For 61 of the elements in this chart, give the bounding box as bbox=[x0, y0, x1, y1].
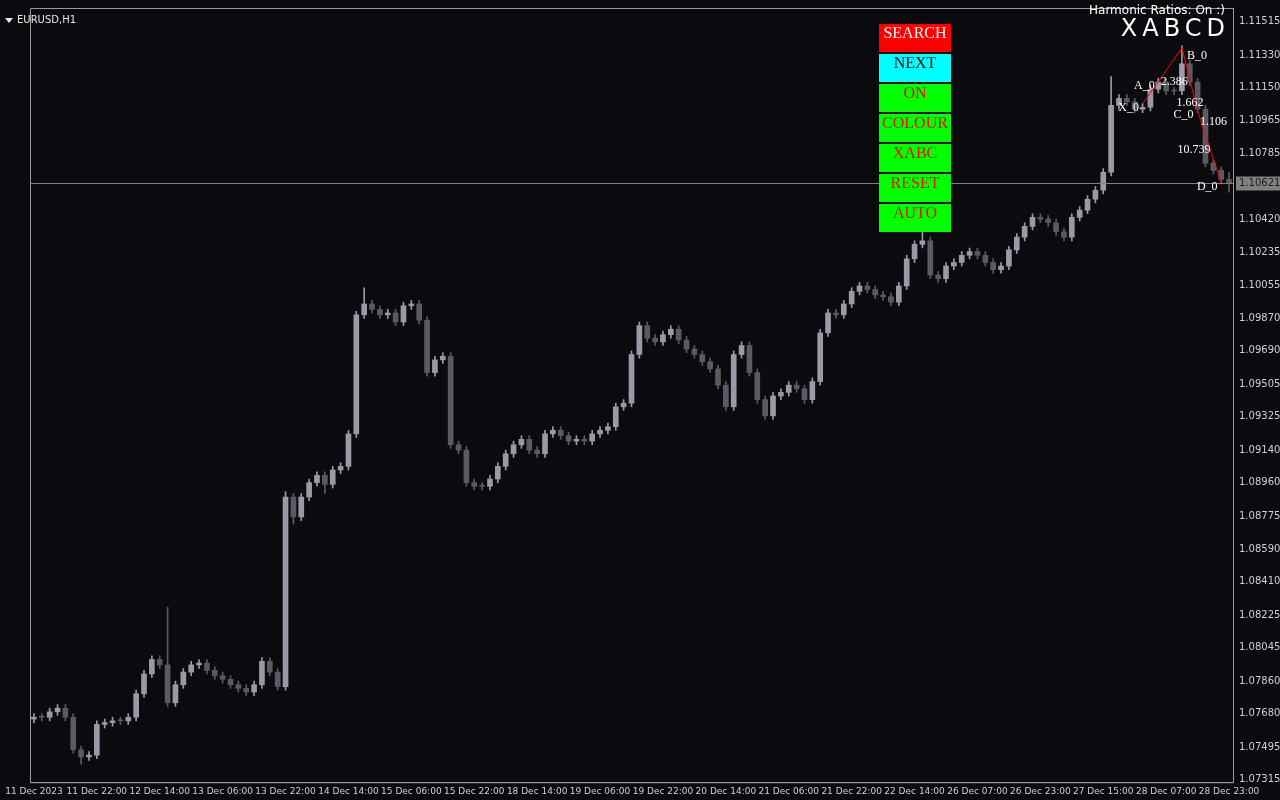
x-tick-label: 11 Dec 2023 bbox=[5, 785, 63, 796]
y-tick-label: 1.10785 bbox=[1239, 146, 1280, 158]
button[interactable]: RESET bbox=[879, 174, 951, 202]
x-tick-label: 28 Dec 23:00 bbox=[1198, 785, 1260, 796]
x-tick-label: 12 Dec 14:00 bbox=[129, 785, 191, 796]
x-tick-label: 26 Dec 07:00 bbox=[947, 785, 1008, 796]
annotation: 10.739 bbox=[1177, 141, 1211, 156]
x-tick-label: 18 Dec 14:00 bbox=[506, 785, 568, 796]
y-tick-label: 1.07680 bbox=[1239, 707, 1280, 719]
y-tick-label: 1.11330 bbox=[1239, 48, 1280, 60]
x-tick-label: 22 Dec 14:00 bbox=[884, 785, 946, 796]
button[interactable]: ON bbox=[879, 84, 951, 112]
y-tick-label: 1.10420 bbox=[1239, 212, 1280, 224]
button[interactable]: AUTO bbox=[879, 204, 951, 232]
y-tick-label: 1.09690 bbox=[1239, 344, 1280, 356]
ref-line-label: 1.10621 bbox=[1239, 177, 1280, 189]
y-tick-label: 1.08590 bbox=[1239, 542, 1280, 554]
annotation: A_0 bbox=[1133, 78, 1155, 93]
y-tick-label: 1.08775 bbox=[1239, 509, 1280, 521]
y-tick-label: 1.08960 bbox=[1239, 476, 1280, 488]
candlestick bbox=[38, 713, 45, 722]
x-tick-label: 15 Dec 22:00 bbox=[443, 785, 505, 796]
annotation: 1.106 bbox=[1200, 113, 1228, 128]
x-tick-label: 26 Dec 23:00 bbox=[1010, 785, 1071, 796]
annotation: XABCD bbox=[1120, 14, 1230, 43]
y-tick-label: 1.07495 bbox=[1239, 740, 1280, 752]
x-tick-label: 13 Dec 06:00 bbox=[192, 785, 254, 796]
x-tick-label: 14 Dec 14:00 bbox=[318, 785, 379, 796]
button[interactable]: COLOUR bbox=[879, 114, 951, 142]
y-tick-label: 1.09325 bbox=[1239, 410, 1280, 422]
y-tick-label: 1.10055 bbox=[1239, 278, 1280, 290]
x-tick-label: 21 Dec 06:00 bbox=[758, 785, 820, 796]
annotation: D_0 bbox=[1196, 179, 1218, 194]
x-tick-label: 19 Dec 22:00 bbox=[632, 785, 694, 796]
button[interactable]: XABC bbox=[879, 144, 951, 172]
button[interactable]: NEXT bbox=[879, 54, 951, 82]
y-tick-label: 1.09140 bbox=[1239, 443, 1280, 455]
y-tick-label: 1.10235 bbox=[1239, 246, 1280, 258]
y-tick-label: 1.08225 bbox=[1239, 608, 1280, 620]
x-tick-label: 21 Dec 22:00 bbox=[821, 785, 883, 796]
x-tick-label: 15 Dec 06:00 bbox=[381, 785, 442, 796]
y-tick-label: 1.08410 bbox=[1239, 575, 1280, 587]
x-tick-label: 20 Dec 14:00 bbox=[695, 785, 757, 796]
y-tick-label: 1.09870 bbox=[1239, 312, 1280, 323]
y-tick-label: 1.11515 bbox=[1239, 15, 1280, 27]
y-tick-label: 1.10965 bbox=[1239, 114, 1280, 126]
x-tick-label: 28 Dec 07:00 bbox=[1135, 785, 1197, 796]
x-tick-label: 27 Dec 15:00 bbox=[1073, 785, 1134, 796]
x-tick-label: 19 Dec 06:00 bbox=[569, 785, 631, 796]
x-tick-label: 11 Dec 22:00 bbox=[66, 785, 128, 796]
x-tick-label: 13 Dec 22:00 bbox=[255, 785, 317, 796]
button[interactable]: SEARCH bbox=[879, 24, 951, 52]
y-tick-label: 1.11150 bbox=[1239, 81, 1280, 92]
annotation: C_0 bbox=[1173, 107, 1194, 122]
y-tick-label: 1.07860 bbox=[1239, 674, 1280, 686]
y-tick-label: 1.07315 bbox=[1239, 773, 1280, 785]
y-tick-label: 1.08045 bbox=[1239, 641, 1280, 653]
y-tick-label: 1.09505 bbox=[1239, 377, 1280, 389]
candlestick bbox=[479, 482, 485, 491]
annotation: B_0 bbox=[1186, 47, 1207, 62]
annotation: X_0 bbox=[1118, 99, 1139, 114]
